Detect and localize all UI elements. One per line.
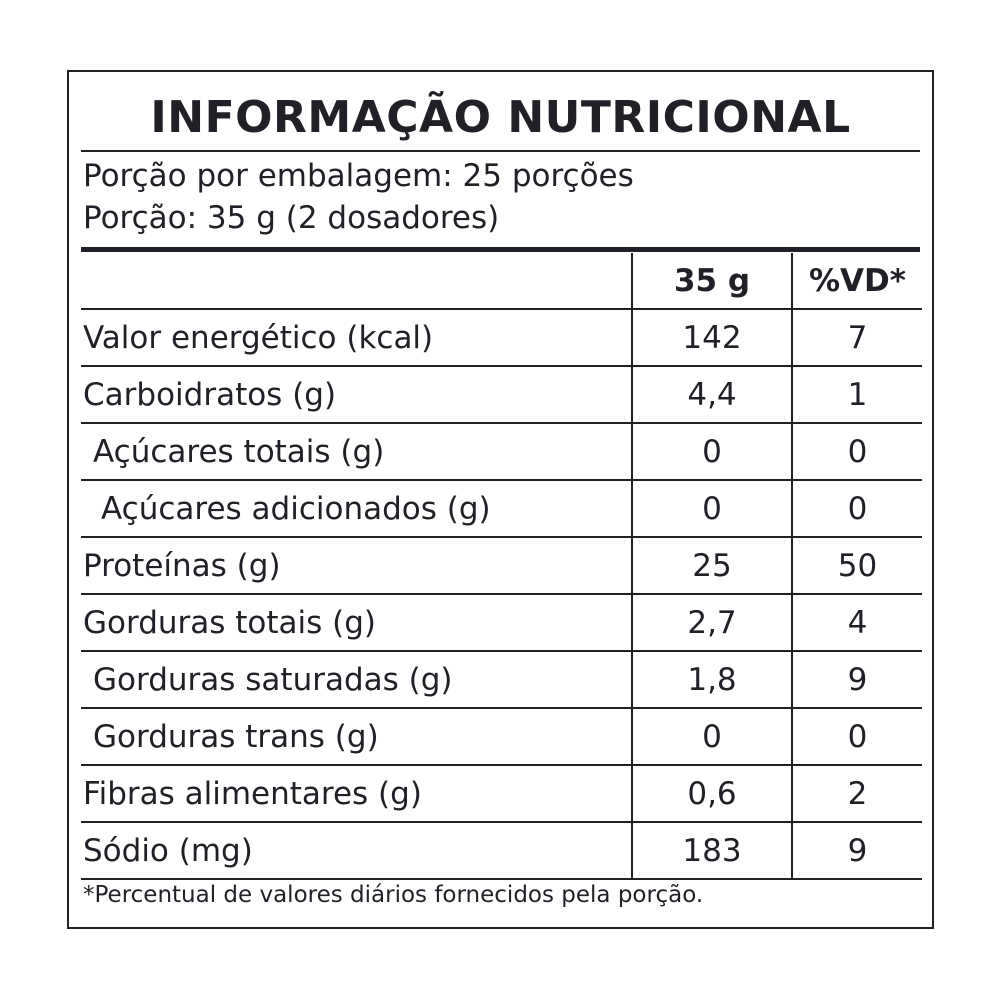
table-row: Fibras alimentares (g) 0,6 2 [81, 765, 922, 823]
nutrient-amount: 0 [631, 708, 792, 766]
nutrient-amount: 1,8 [631, 651, 792, 709]
serving-size: Porção: 35 g (2 dosadores) [83, 200, 500, 236]
title-divider [81, 150, 920, 152]
nutrient-name: Fibras alimentares (g) [81, 765, 632, 823]
nutrient-name: Carboidratos (g) [81, 366, 632, 424]
nutrient-name: Gorduras saturadas (g) [81, 651, 632, 709]
nutrition-rows: Valor energético (kcal) 142 7 Carboidratos … [81, 309, 922, 880]
nutrient-amount: 0 [631, 423, 792, 481]
nutrient-daily-value: 0 [791, 708, 922, 766]
nutrition-facts-label: INFORMAÇÃO NUTRICIONAL Porção por embala… [67, 70, 934, 929]
table-row: Proteínas (g) 25 50 [81, 537, 922, 595]
table-row: Gorduras trans (g) 0 0 [81, 708, 922, 766]
column-header-amount: 35 g [631, 253, 792, 310]
nutrient-name: Açúcares adicionados (g) [81, 480, 632, 538]
nutrient-name: Valor energético (kcal) [81, 309, 632, 367]
nutrient-name: Açúcares totais (g) [81, 423, 632, 481]
nutrient-amount: 4,4 [631, 366, 792, 424]
nutrient-amount: 0,6 [631, 765, 792, 823]
nutrient-amount: 2,7 [631, 594, 792, 652]
table-row: Sódio (mg) 183 9 [81, 822, 922, 880]
table-row: Valor energético (kcal) 142 7 [81, 309, 922, 367]
footnote: *Percentual de valores diários fornecido… [83, 882, 704, 908]
nutrient-daily-value: 9 [791, 822, 922, 880]
nutrient-daily-value: 7 [791, 309, 922, 367]
nutrient-name: Gorduras totais (g) [81, 594, 632, 652]
column-header-nutrient [81, 253, 632, 310]
header-divider [81, 247, 920, 252]
nutrient-name: Sódio (mg) [81, 822, 632, 880]
table-header-row: 35 g %VD* [81, 253, 922, 310]
nutrient-name: Proteínas (g) [81, 537, 632, 595]
nutrition-table: 35 g %VD* Valor energético (kcal) 142 7 Car… [81, 253, 922, 880]
table-row: Gorduras saturadas (g) 1,8 9 [81, 651, 922, 709]
nutrient-daily-value: 50 [791, 537, 922, 595]
table-row: Gorduras totais (g) 2,7 4 [81, 594, 922, 652]
label-title: INFORMAÇÃO NUTRICIONAL [150, 92, 851, 143]
table-row: Carboidratos (g) 4,4 1 [81, 366, 922, 424]
servings-per-package: Porção por embalagem: 25 porções [83, 158, 634, 194]
table-row: Açúcares adicionados (g) 0 0 [81, 480, 922, 538]
nutrient-daily-value: 1 [791, 366, 922, 424]
nutrient-amount: 142 [631, 309, 792, 367]
nutrient-amount: 25 [631, 537, 792, 595]
nutrient-daily-value: 9 [791, 651, 922, 709]
nutrient-daily-value: 2 [791, 765, 922, 823]
nutrient-daily-value: 4 [791, 594, 922, 652]
nutrient-name: Gorduras trans (g) [81, 708, 632, 766]
column-header-daily-value: %VD* [791, 253, 922, 310]
table-row: Açúcares totais (g) 0 0 [81, 423, 922, 481]
nutrient-amount: 183 [631, 822, 792, 880]
nutrient-amount: 0 [631, 480, 792, 538]
nutrient-daily-value: 0 [791, 480, 922, 538]
nutrient-daily-value: 0 [791, 423, 922, 481]
